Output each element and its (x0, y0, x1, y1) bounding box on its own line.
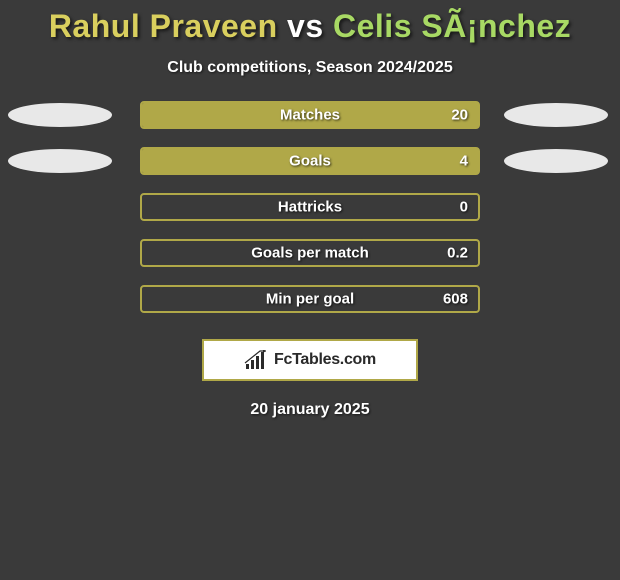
stat-value: 4 (460, 153, 468, 170)
stat-value: 608 (443, 291, 468, 308)
stat-row: Goals 4 (0, 147, 620, 175)
stat-label: Goals (289, 153, 331, 170)
chart-up-icon (244, 350, 268, 370)
stat-row: Goals per match 0.2 (0, 239, 620, 267)
snapshot-date: 20 january 2025 (250, 401, 369, 419)
stat-bar: Goals per match 0.2 (140, 239, 480, 267)
right-marker-ellipse (504, 103, 608, 127)
left-marker-ellipse (8, 149, 112, 173)
stat-bar: Min per goal 608 (140, 285, 480, 313)
stat-row: Matches 20 (0, 101, 620, 129)
stat-bar: Matches 20 (140, 101, 480, 129)
left-marker-ellipse (8, 103, 112, 127)
subtitle: Club competitions, Season 2024/2025 (167, 59, 452, 77)
logo-prefix: Fc (274, 351, 292, 368)
stat-bar: Hattricks 0 (140, 193, 480, 221)
stat-label: Matches (280, 107, 340, 124)
stat-row: Hattricks 0 (0, 193, 620, 221)
stat-value: 20 (451, 107, 468, 124)
title-player1: Rahul Praveen (49, 8, 278, 44)
title-player2: Celis SÃ¡nchez (333, 8, 571, 44)
stat-row: Min per goal 608 (0, 285, 620, 313)
stat-bar: Goals 4 (140, 147, 480, 175)
stat-value: 0.2 (447, 245, 468, 262)
logo-text: FcTables.com (274, 351, 376, 369)
title-vs: vs (287, 8, 324, 44)
stat-label: Hattricks (278, 199, 342, 216)
logo-suffix: Tables.com (292, 351, 376, 368)
stat-label: Goals per match (251, 245, 369, 262)
page-title: Rahul Praveen vs Celis SÃ¡nchez (49, 8, 571, 45)
right-marker-ellipse (504, 149, 608, 173)
stat-value: 0 (460, 199, 468, 216)
fctables-logo: FcTables.com (202, 339, 418, 381)
stat-label: Min per goal (266, 291, 354, 308)
stats-list: Matches 20 Goals 4 Hattricks 0 Goals per match… (0, 101, 620, 313)
